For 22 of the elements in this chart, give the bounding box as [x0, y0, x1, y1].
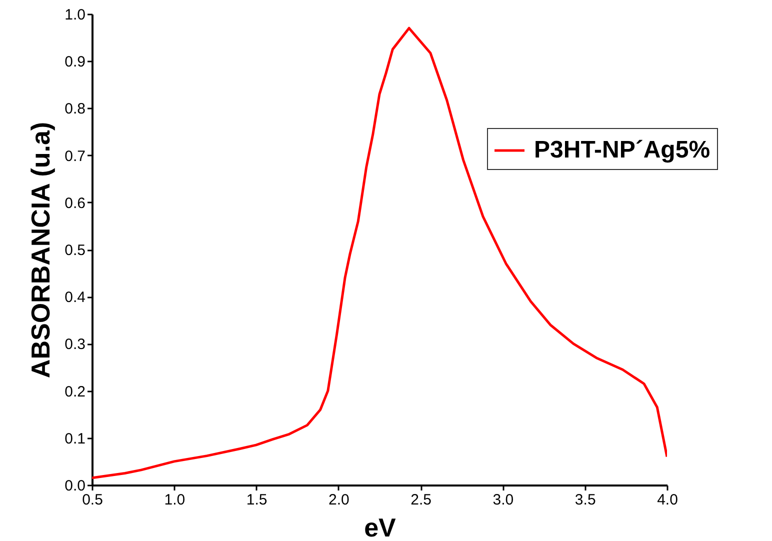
y-tick-label: 0.6	[64, 194, 86, 212]
x-axis-title: eV	[364, 512, 397, 541]
x-tick-label: 2.5	[410, 492, 432, 508]
y-tick-label: 0.7	[64, 148, 86, 165]
y-tick-label: 0.4	[64, 289, 86, 306]
y-tick-label: 1.0	[64, 6, 86, 24]
x-tick-label: 1.5	[246, 492, 268, 508]
y-tick-label: 0.1	[64, 430, 86, 448]
y-tick-label: 0.5	[64, 242, 86, 259]
y-tick-label: 0.8	[64, 100, 86, 118]
y-tick-label: 0.2	[64, 383, 86, 400]
legend-label: P3HT-NP´Ag5%	[534, 136, 710, 164]
x-tick-label: 0.5	[82, 492, 103, 508]
x-tick-label: 3.0	[492, 492, 514, 508]
y-tick-label: 0.9	[64, 54, 86, 71]
x-tick-label: 1.0	[164, 492, 186, 508]
y-tick-label: 0.0	[64, 478, 86, 494]
y-tick-label: 0.3	[64, 336, 86, 354]
y-axis-title: ABSORBANCIA (u.a)	[26, 122, 56, 378]
x-tick-label: 4.0	[657, 492, 678, 508]
x-tick-label: 2.0	[328, 492, 350, 508]
x-tick-label: 3.5	[574, 492, 596, 508]
